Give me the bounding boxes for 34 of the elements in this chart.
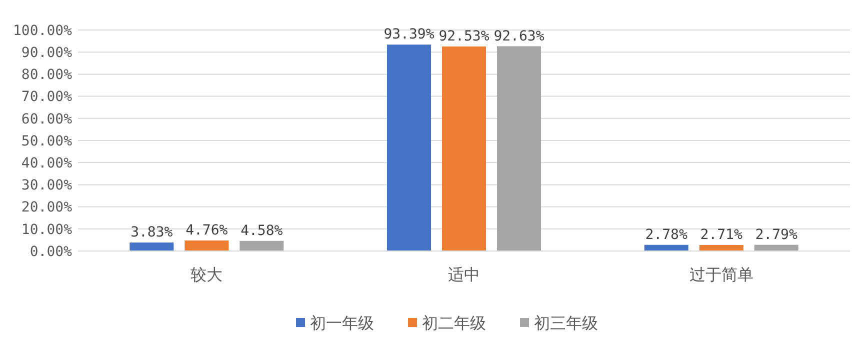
bar: [497, 46, 541, 251]
bar: [130, 242, 174, 251]
x-tick-label: 较大: [190, 265, 223, 284]
bar: [240, 240, 284, 251]
data-label: 92.53%: [438, 28, 490, 45]
y-tick-label: 80.00%: [21, 67, 73, 84]
legend-label: 初一年级: [310, 314, 374, 333]
data-label: 93.39%: [384, 26, 435, 43]
bar: [184, 240, 229, 251]
y-tick-label: 90.00%: [21, 45, 73, 61]
legend-label: 初三年级: [534, 314, 598, 333]
y-tick-label: 10.00%: [21, 222, 73, 238]
data-label: 92.63%: [494, 28, 545, 44]
bar: [387, 44, 431, 251]
x-tick-label: 适中: [448, 265, 480, 284]
y-tick-label: 70.00%: [21, 89, 73, 106]
y-tick-label: 30.00%: [21, 178, 73, 194]
bar: [442, 46, 486, 251]
y-tick-label: 0.00%: [30, 244, 73, 260]
x-tick-label: 过于简单: [689, 265, 754, 284]
data-label: 2.78%: [645, 226, 688, 243]
y-tick-label: 20.00%: [21, 200, 73, 216]
y-tick-label: 50.00%: [21, 133, 73, 150]
legend-label: 初二年级: [422, 314, 486, 333]
data-label: 2.71%: [700, 227, 743, 244]
bar: [644, 244, 688, 251]
data-label: 3.83%: [130, 224, 174, 241]
y-tick-label: 100.00%: [12, 22, 73, 39]
data-label: 4.76%: [186, 222, 228, 238]
y-tick-label: 40.00%: [21, 156, 73, 172]
data-label: 2.79%: [755, 226, 798, 243]
y-tick-label: 60.00%: [21, 111, 73, 128]
data-label: 4.58%: [240, 222, 284, 239]
bar: [699, 245, 744, 251]
